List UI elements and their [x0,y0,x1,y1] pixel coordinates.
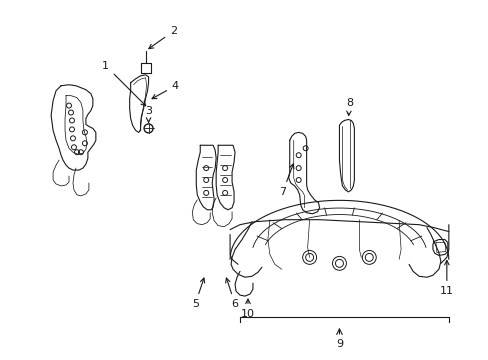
Text: 2: 2 [148,26,177,49]
Text: 11: 11 [439,260,453,296]
Text: 3: 3 [145,105,152,122]
Text: 5: 5 [191,278,204,309]
Text: 8: 8 [345,98,352,116]
Text: 10: 10 [241,299,254,319]
Text: 4: 4 [152,81,179,99]
Text: 9: 9 [335,339,342,349]
Text: 7: 7 [279,164,293,197]
Text: 6: 6 [225,278,238,309]
Text: 1: 1 [102,61,145,106]
